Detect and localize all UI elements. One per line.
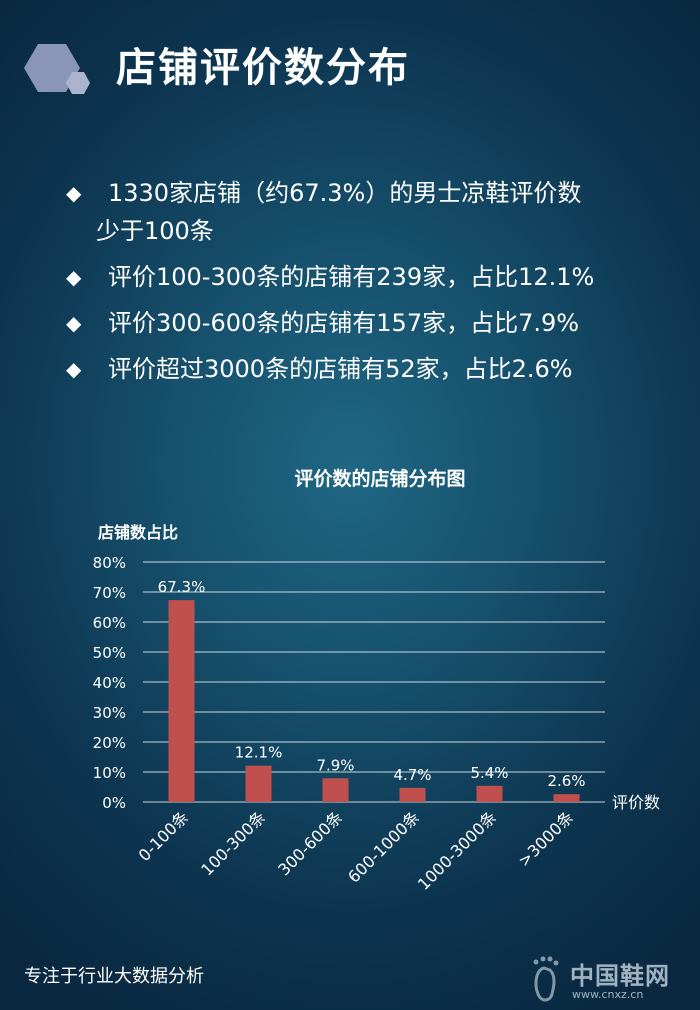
bullet-text: 1330家店铺（约67.3%）的男士凉鞋评价数 xyxy=(108,179,582,207)
bullet-item: ◆ 评价300-600条的店铺有157家，占比7.9% xyxy=(58,304,678,342)
y-tick-label: 10% xyxy=(93,764,126,782)
bullet-text-continued: 少于100条 xyxy=(96,217,214,245)
data-label: 7.9% xyxy=(316,756,354,774)
bar xyxy=(553,794,580,802)
footer-text: 专注于行业大数据分析 xyxy=(24,966,204,987)
hexagon-cluster-icon xyxy=(24,44,90,94)
x-tick-label: 0-100条 xyxy=(135,807,193,865)
y-tick-label: 30% xyxy=(93,704,126,722)
x-tick-label: 600-1000条 xyxy=(344,807,423,886)
bullet-text: 评价100-300条的店铺有239家，占比12.1% xyxy=(108,263,595,291)
footprint-icon xyxy=(533,956,559,1002)
chart-title: 评价数的店铺分布图 xyxy=(294,467,465,490)
data-label: 5.4% xyxy=(470,764,508,782)
x-tick-labels: 0-100条 100-300条 300-600条600-1000条1000-3000… xyxy=(135,807,578,893)
bar xyxy=(476,785,503,802)
y-tick-label: 50% xyxy=(93,644,126,662)
y-tick-label: 20% xyxy=(93,734,126,752)
bar xyxy=(245,765,272,802)
y-tick-label: 0% xyxy=(102,794,126,812)
data-label: 67.3% xyxy=(158,578,206,596)
bar xyxy=(399,787,426,802)
gridlines xyxy=(143,561,605,803)
diamond-bullet-icon: ◆ xyxy=(66,357,82,381)
watermark: 中国鞋网 www.cnxz.cn xyxy=(526,950,686,1006)
x-tick-label: >3000条 xyxy=(514,807,577,870)
bar-chart: 评价数的店铺分布图 店铺数占比 0% 10% 20% 30% 40% 50% 60% 70% 8… xyxy=(93,467,660,894)
y-tick-label: 80% xyxy=(93,554,126,572)
bars xyxy=(168,600,580,802)
y-tick-label: 40% xyxy=(93,674,126,692)
x-tick-label: 300-600条 xyxy=(274,807,346,879)
data-labels: 67.3% 12.1% 7.9% 4.7% 5.4% 2.6% xyxy=(158,578,586,790)
bar xyxy=(322,778,349,802)
bullet-text: 评价300-600条的店铺有157家，占比7.9% xyxy=(108,309,580,337)
y-tick-label: 70% xyxy=(93,584,126,602)
x-tick-label: 100-300条 xyxy=(197,807,269,879)
data-label: 2.6% xyxy=(547,772,585,790)
data-label: 12.1% xyxy=(235,744,283,762)
bullet-item: ◆ 1330家店铺（约67.3%）的男士凉鞋评价数 少于100条 xyxy=(58,174,678,250)
x-tick-label: 1000-3000条 xyxy=(414,807,500,893)
x-axis-label: 评价数 xyxy=(612,793,660,812)
diamond-bullet-icon: ◆ xyxy=(66,181,82,205)
watermark-url: www.cnxz.cn xyxy=(572,988,644,1001)
bullet-item: ◆ 评价100-300条的店铺有239家，占比12.1% xyxy=(58,258,678,296)
data-label: 4.7% xyxy=(393,766,431,784)
watermark-name: 中国鞋网 xyxy=(570,962,670,990)
bullet-list: ◆ 1330家店铺（约67.3%）的男士凉鞋评价数 少于100条 ◆ 评价100… xyxy=(58,174,678,396)
y-axis-label: 店铺数占比 xyxy=(98,523,178,542)
bullet-item: ◆ 评价超过3000条的店铺有52家，占比2.6% xyxy=(58,350,678,388)
bullet-text: 评价超过3000条的店铺有52家，占比2.6% xyxy=(108,355,573,383)
diamond-bullet-icon: ◆ xyxy=(66,265,82,289)
page-title: 店铺评价数分布 xyxy=(116,45,410,91)
diamond-bullet-icon: ◆ xyxy=(66,311,82,335)
y-tick-label: 60% xyxy=(93,614,126,632)
y-tick-labels: 0% 10% 20% 30% 40% 50% 60% 70% 80% xyxy=(93,554,126,812)
bar xyxy=(168,600,195,802)
